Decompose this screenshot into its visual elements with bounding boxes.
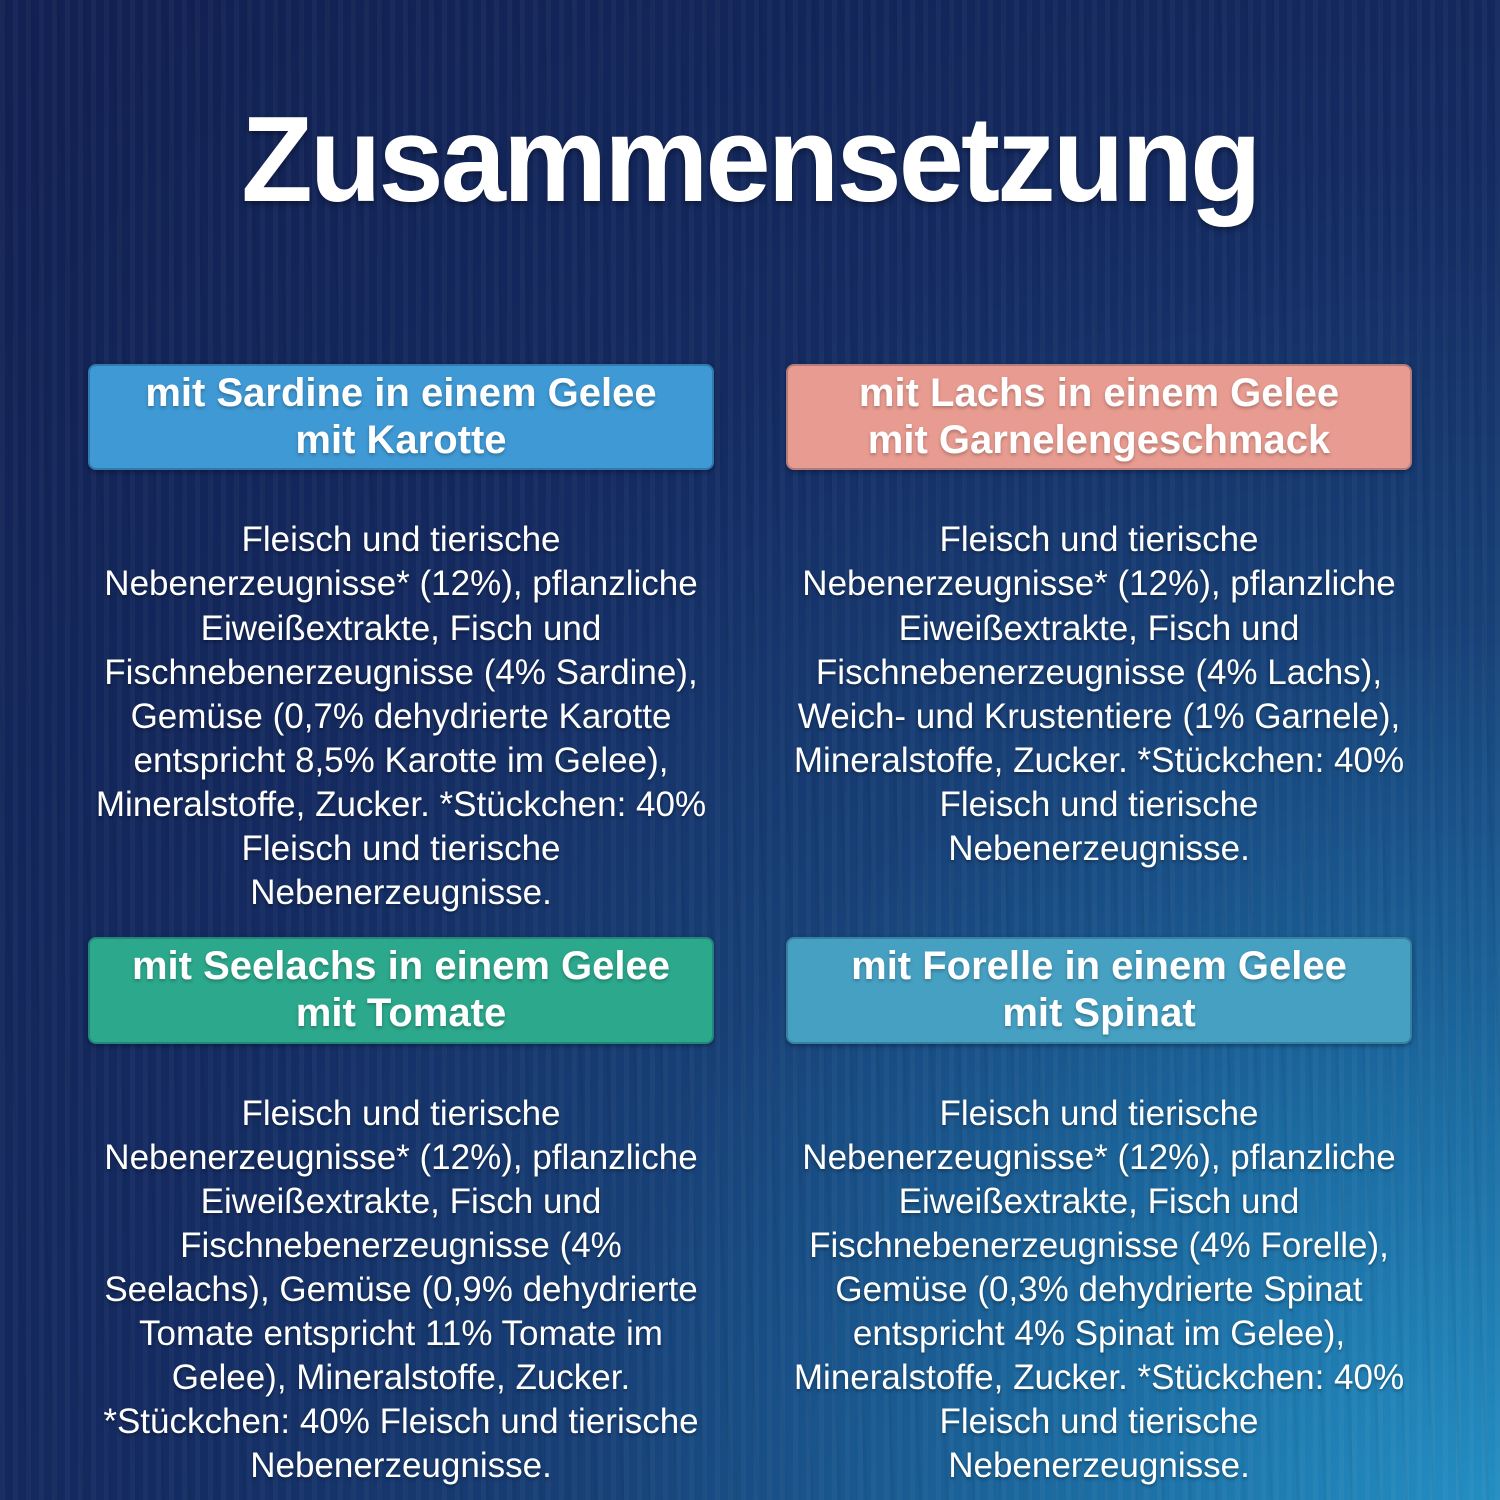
flavor-header-sardine-karotte: mit Sardine in einem Gelee mit Karotte [88, 363, 714, 471]
flavor-card-sardine-karotte: mit Sardine in einem Gelee mit Karotte F… [88, 363, 714, 915]
flavor-header-forelle-spinat: mit Forelle in einem Gelee mit Spinat [786, 937, 1412, 1044]
ingredients-text-sardine-karotte: Fleisch und tierische Nebenerzeugnisse* … [95, 520, 707, 913]
flavor-card-forelle-spinat: mit Forelle in einem Gelee mit Spinat Fl… [786, 937, 1412, 1488]
flavor-header-seelachs-tomate: mit Seelachs in einem Gelee mit Tomate [88, 937, 714, 1044]
flavor-card-lachs-garnele: mit Lachs in einem Gelee mit Garnelenges… [786, 363, 1412, 915]
ingredients-text-seelachs-tomate: Fleisch und tierische Nebenerzeugnisse* … [103, 1093, 699, 1486]
page-title: Zusammensetzung [241, 91, 1261, 227]
flavor-card-seelachs-tomate: mit Seelachs in einem Gelee mit Tomate F… [88, 937, 714, 1488]
ingredients-text-lachs-garnele: Fleisch und tierische Nebenerzeugnisse* … [793, 520, 1405, 868]
flavor-grid: mit Sardine in einem Gelee mit Karotte F… [0, 363, 1500, 1488]
flavor-header-lachs-garnele: mit Lachs in einem Gelee mit Garnelenges… [786, 363, 1412, 471]
ingredients-text-forelle-spinat: Fleisch und tierische Nebenerzeugnisse* … [793, 1093, 1405, 1486]
